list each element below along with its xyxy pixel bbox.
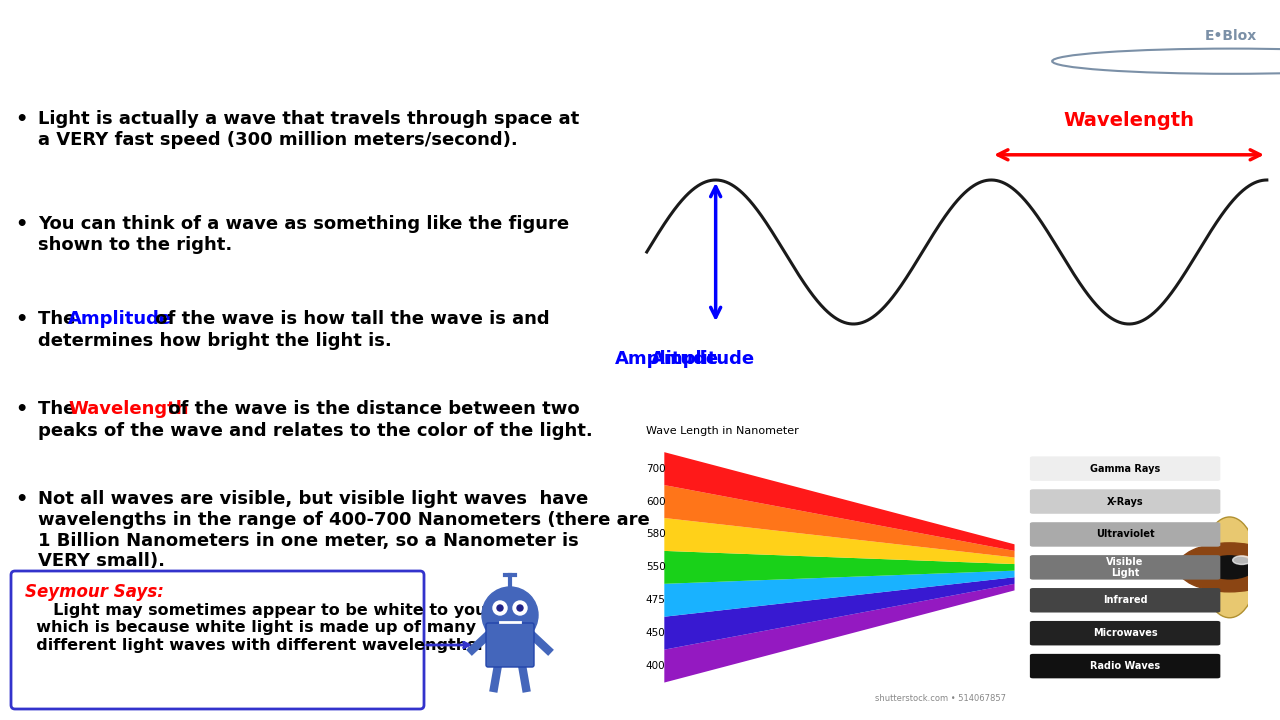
FancyBboxPatch shape xyxy=(1030,621,1220,645)
Text: E•Blox: E•Blox xyxy=(1206,29,1257,43)
Text: peaks of the wave and relates to the color of the light.: peaks of the wave and relates to the col… xyxy=(38,422,593,440)
Circle shape xyxy=(1233,556,1251,564)
Text: 550: 550 xyxy=(646,562,666,572)
Circle shape xyxy=(517,605,524,611)
Text: Radio Waves: Radio Waves xyxy=(1091,661,1160,671)
Polygon shape xyxy=(664,584,1015,683)
Text: determines how bright the light is.: determines how bright the light is. xyxy=(38,332,392,350)
FancyBboxPatch shape xyxy=(1030,522,1220,546)
Circle shape xyxy=(1204,556,1254,579)
Text: You can think of a wave as something like the figure
shown to the right.: You can think of a wave as something lik… xyxy=(38,215,570,254)
Text: of the wave is how tall the wave is and: of the wave is how tall the wave is and xyxy=(148,310,549,328)
FancyBboxPatch shape xyxy=(12,571,424,709)
Text: Visible
Light: Visible Light xyxy=(1106,557,1144,578)
Text: Wavelength: Wavelength xyxy=(1064,111,1194,130)
Circle shape xyxy=(493,601,507,615)
Text: 450: 450 xyxy=(646,628,666,638)
Text: •: • xyxy=(15,310,27,329)
Text: Wavelength: Wavelength xyxy=(68,400,188,418)
Circle shape xyxy=(483,587,538,643)
Circle shape xyxy=(497,605,503,611)
FancyBboxPatch shape xyxy=(1030,654,1220,678)
Text: What is Light?: What is Light? xyxy=(32,28,307,66)
FancyBboxPatch shape xyxy=(1030,555,1220,580)
Text: of the wave is the distance between two: of the wave is the distance between two xyxy=(163,400,580,418)
Text: •: • xyxy=(15,110,27,129)
Polygon shape xyxy=(664,571,1015,617)
Text: Not all waves are visible, but visible light waves  have
wavelengths in the rang: Not all waves are visible, but visible l… xyxy=(38,490,650,570)
FancyBboxPatch shape xyxy=(1030,456,1220,481)
Ellipse shape xyxy=(1202,517,1257,618)
Text: 400: 400 xyxy=(646,661,666,671)
Text: The: The xyxy=(38,310,82,328)
FancyBboxPatch shape xyxy=(486,623,534,667)
Polygon shape xyxy=(664,577,1015,649)
Text: •: • xyxy=(15,400,27,419)
Text: Amplitude: Amplitude xyxy=(616,350,719,368)
Text: Microwaves: Microwaves xyxy=(1093,628,1157,638)
Text: 580: 580 xyxy=(646,529,666,539)
Circle shape xyxy=(513,601,527,615)
Circle shape xyxy=(1178,543,1280,592)
Polygon shape xyxy=(664,551,1015,584)
Text: 600: 600 xyxy=(646,497,666,507)
Circle shape xyxy=(694,7,1280,83)
Text: The: The xyxy=(38,400,82,418)
FancyBboxPatch shape xyxy=(1030,490,1220,514)
Text: 475: 475 xyxy=(646,595,666,606)
Text: Ultraviolet: Ultraviolet xyxy=(1096,529,1155,539)
Text: Amplitude: Amplitude xyxy=(68,310,172,328)
Text: Wave Length in Nanometer: Wave Length in Nanometer xyxy=(646,426,799,436)
Text: Seymour Says:: Seymour Says: xyxy=(26,583,164,601)
Text: Light is actually a wave that travels through space at
a VERY fast speed (300 mi: Light is actually a wave that travels th… xyxy=(38,110,580,149)
Text: X-Rays: X-Rays xyxy=(1107,497,1143,507)
Text: Light may sometimes appear to be white to you,
  which is because white light is: Light may sometimes appear to be white t… xyxy=(26,603,493,653)
Text: •: • xyxy=(15,215,27,234)
Text: •: • xyxy=(15,490,27,509)
Text: Infrared: Infrared xyxy=(1103,595,1147,606)
Polygon shape xyxy=(664,518,1015,564)
Text: Gamma Rays: Gamma Rays xyxy=(1091,464,1160,474)
Text: Amplitude: Amplitude xyxy=(650,350,755,368)
Polygon shape xyxy=(664,485,1015,557)
Text: 700: 700 xyxy=(646,464,666,474)
FancyBboxPatch shape xyxy=(1030,588,1220,613)
Text: shutterstock.com • 514067857: shutterstock.com • 514067857 xyxy=(876,694,1006,703)
Polygon shape xyxy=(664,452,1015,551)
